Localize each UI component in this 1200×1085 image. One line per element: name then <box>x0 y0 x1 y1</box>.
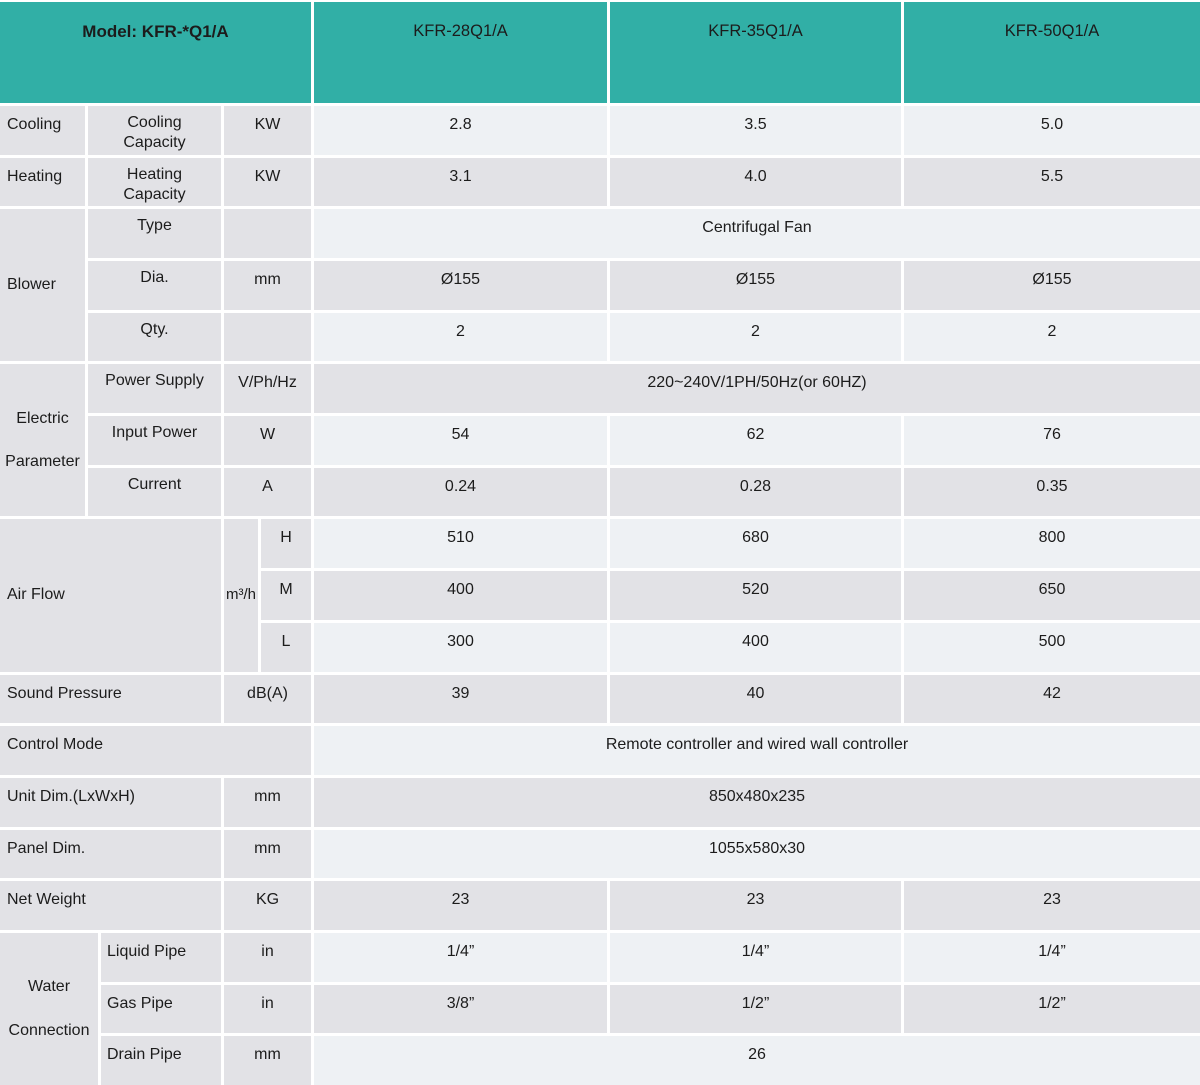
blower-qty-value-kfr35: 2 <box>610 312 901 362</box>
control-mode-value: Remote controller and wired wall control… <box>314 726 1200 775</box>
air-flow-medium-value-kfr35: 520 <box>610 571 901 620</box>
sound-pressure-unit: dB(A) <box>224 674 311 724</box>
blower-dia-value-kfr28: Ø155 <box>314 261 607 310</box>
gas-pipe-value-kfr50: 1/2” <box>904 984 1200 1034</box>
input-power-value-kfr28: 54 <box>314 416 607 465</box>
blower-qty-value-kfr50: 2 <box>904 312 1200 362</box>
unit-dim-label: Unit Dim.(LxWxH) <box>0 777 221 827</box>
heating-unit: KW <box>224 157 311 207</box>
blower-dia-value-kfr50: Ø155 <box>904 261 1200 310</box>
sound-pressure-value-kfr35: 40 <box>610 674 901 724</box>
power-supply-unit: V/Ph/Hz <box>224 364 311 414</box>
input-power-value-kfr50: 76 <box>904 416 1200 465</box>
blower-type-value: Centrifugal Fan <box>314 209 1200 259</box>
heating-capacity-label: Heating Capacity <box>88 157 221 207</box>
air-flow-group-label: Air Flow <box>0 519 221 672</box>
air-flow-medium-value-kfr28: 400 <box>314 571 607 620</box>
gas-pipe-value-kfr35: 1/2” <box>610 984 901 1034</box>
air-flow-medium-value-kfr50: 650 <box>904 571 1200 620</box>
air-flow-medium-label: M <box>261 571 311 620</box>
air-flow-low-value-kfr50: 500 <box>904 622 1200 672</box>
air-flow-low-label: L <box>261 622 311 672</box>
panel-dim-value: 1055x580x30 <box>314 829 1200 879</box>
liquid-pipe-value-kfr50: 1/4” <box>904 932 1200 982</box>
air-flow-unit: m³/h <box>224 519 258 672</box>
heating-value-kfr35: 4.0 <box>610 157 901 207</box>
net-weight-label: Net Weight <box>0 881 221 930</box>
net-weight-value-kfr28: 23 <box>314 881 607 930</box>
control-mode-label: Control Mode <box>0 726 311 775</box>
liquid-pipe-value-kfr35: 1/4” <box>610 932 901 982</box>
water-group-label: Water Connection <box>0 932 98 1085</box>
current-value-kfr50: 0.35 <box>904 467 1200 517</box>
liquid-pipe-unit: in <box>224 932 311 982</box>
net-weight-value-kfr50: 23 <box>904 881 1200 930</box>
cooling-value-kfr28: 2.8 <box>314 106 607 155</box>
panel-dim-unit: mm <box>224 829 311 879</box>
air-flow-high-value-kfr50: 800 <box>904 519 1200 569</box>
unit-dim-unit: mm <box>224 777 311 827</box>
sound-pressure-value-kfr28: 39 <box>314 674 607 724</box>
sound-pressure-label: Sound Pressure <box>0 674 221 724</box>
header-model-kfr35: KFR-35Q1/A <box>610 2 901 103</box>
liquid-pipe-label: Liquid Pipe <box>101 932 221 982</box>
blower-qty-value-kfr28: 2 <box>314 312 607 362</box>
cooling-group-label: Cooling <box>0 106 85 155</box>
current-value-kfr35: 0.28 <box>610 467 901 517</box>
air-flow-high-label: H <box>261 519 311 569</box>
blower-type-unit-empty <box>224 209 311 259</box>
unit-dim-value: 850x480x235 <box>314 777 1200 827</box>
gas-pipe-unit: in <box>224 984 311 1034</box>
input-power-unit: W <box>224 416 311 465</box>
liquid-pipe-value-kfr28: 1/4” <box>314 932 607 982</box>
heating-group-label: Heating <box>0 157 85 207</box>
air-flow-low-value-kfr28: 300 <box>314 622 607 672</box>
header-model-kfr50: KFR-50Q1/A <box>904 2 1200 103</box>
power-supply-label: Power Supply <box>88 364 221 414</box>
cooling-unit: KW <box>224 106 311 155</box>
input-power-value-kfr35: 62 <box>610 416 901 465</box>
heating-value-kfr50: 5.5 <box>904 157 1200 207</box>
air-flow-high-value-kfr35: 680 <box>610 519 901 569</box>
air-flow-low-value-kfr35: 400 <box>610 622 901 672</box>
header-model-kfr28: KFR-28Q1/A <box>314 2 607 103</box>
power-supply-value: 220~240V/1PH/50Hz(or 60HZ) <box>314 364 1200 414</box>
input-power-label: Input Power <box>88 416 221 465</box>
net-weight-value-kfr35: 23 <box>610 881 901 930</box>
panel-dim-label: Panel Dim. <box>0 829 221 879</box>
blower-dia-value-kfr35: Ø155 <box>610 261 901 310</box>
blower-group-label: Blower <box>0 209 85 362</box>
header-model-label: Model: KFR-*Q1/A <box>0 2 311 103</box>
current-unit: A <box>224 467 311 517</box>
current-value-kfr28: 0.24 <box>314 467 607 517</box>
current-label: Current <box>88 467 221 517</box>
blower-dia-unit: mm <box>224 261 311 310</box>
cooling-value-kfr50: 5.0 <box>904 106 1200 155</box>
drain-pipe-value: 26 <box>314 1036 1200 1085</box>
air-flow-high-value-kfr28: 510 <box>314 519 607 569</box>
drain-pipe-label: Drain Pipe <box>101 1036 221 1085</box>
blower-qty-label: Qty. <box>88 312 221 362</box>
heating-value-kfr28: 3.1 <box>314 157 607 207</box>
cooling-value-kfr35: 3.5 <box>610 106 901 155</box>
gas-pipe-label: Gas Pipe <box>101 984 221 1034</box>
blower-qty-unit-empty <box>224 312 311 362</box>
blower-dia-label: Dia. <box>88 261 221 310</box>
net-weight-unit: KG <box>224 881 311 930</box>
electric-group-label: Electric Parameter <box>0 364 85 517</box>
gas-pipe-value-kfr28: 3/8” <box>314 984 607 1034</box>
cooling-capacity-label: Cooling Capacity <box>88 106 221 155</box>
blower-type-label: Type <box>88 209 221 259</box>
sound-pressure-value-kfr50: 42 <box>904 674 1200 724</box>
drain-pipe-unit: mm <box>224 1036 311 1085</box>
